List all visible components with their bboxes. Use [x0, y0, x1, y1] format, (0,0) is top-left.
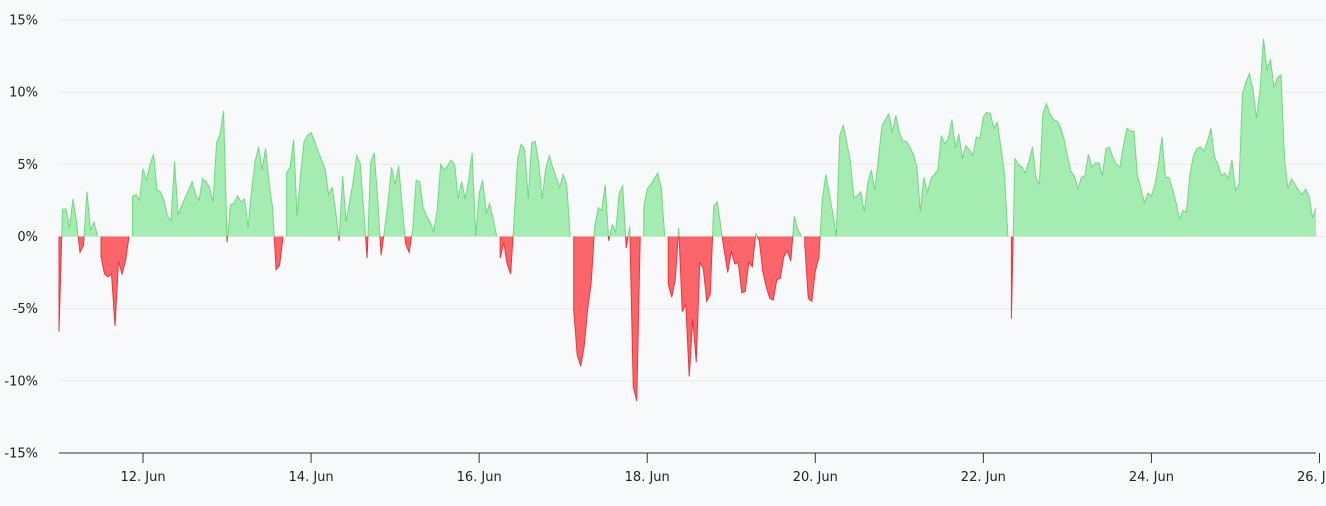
negative-line	[1010, 236, 1014, 319]
positive-line	[83, 191, 99, 237]
positive-line	[411, 152, 498, 237]
negative-line	[100, 236, 130, 327]
negative-line	[607, 236, 611, 241]
negative-line	[404, 236, 413, 255]
negative-area	[804, 236, 821, 302]
positive-area	[132, 110, 227, 237]
negative-area	[404, 236, 412, 253]
positive-area	[367, 152, 380, 237]
y-tick-label: -10%	[4, 374, 38, 389]
negative-line	[625, 236, 629, 249]
negative-line	[338, 236, 340, 241]
y-tick-label: -5%	[13, 302, 38, 317]
positive-area	[383, 165, 405, 237]
axis-layer: 15% 10% 5% 0% -5% -10% -15% 12. Jun 14. Jun 16. J…	[4, 14, 1326, 486]
positive-line	[754, 231, 758, 237]
negative-line	[573, 236, 595, 367]
positive-area	[820, 112, 1008, 237]
positive-line	[627, 226, 631, 237]
positive-line	[643, 171, 666, 237]
y-tick-label: 15%	[9, 14, 38, 29]
x-tick-label: 14. Jun	[289, 470, 334, 485]
positive-line	[512, 140, 571, 237]
x-tick-label: 18. Jun	[625, 470, 670, 485]
negative-line	[629, 236, 641, 402]
positive-area	[339, 155, 366, 237]
positive-area	[286, 132, 339, 237]
x-tick-label: 12. Jun	[120, 470, 165, 485]
y-tick-label: 10%	[9, 86, 38, 101]
y-tick-label: 5%	[17, 158, 38, 173]
positive-line	[677, 227, 680, 237]
negative-line	[667, 236, 679, 298]
negative-line	[804, 236, 821, 303]
negative-line	[721, 236, 756, 294]
positive-line	[367, 152, 381, 237]
positive-area	[643, 172, 665, 237]
y-tick-label: 0%	[17, 230, 38, 245]
negative-line	[77, 236, 85, 255]
positive-area	[513, 141, 571, 237]
x-tick-label: 26. Jun	[1297, 470, 1326, 485]
positive-line	[227, 146, 275, 237]
y-tick-label: -15%	[4, 447, 38, 462]
negative-line	[365, 236, 369, 259]
positive-area	[411, 152, 497, 237]
negative-area	[679, 236, 713, 377]
x-tick-label: 16. Jun	[457, 470, 502, 485]
negative-line	[273, 236, 284, 272]
negative-area	[629, 236, 641, 402]
positive-area	[1013, 38, 1316, 237]
positive-line	[383, 165, 406, 237]
negative-line	[678, 236, 714, 377]
positive-line	[61, 198, 79, 237]
negative-line	[58, 236, 63, 332]
positive-line	[609, 184, 627, 237]
negative-area	[573, 236, 595, 367]
positive-line	[593, 184, 609, 237]
positive-line	[132, 110, 228, 237]
positive-line	[286, 131, 340, 237]
x-tick-label: 20. Jun	[793, 470, 838, 485]
negative-line	[226, 236, 229, 243]
positive-line	[819, 111, 1009, 237]
negative-area	[668, 236, 679, 298]
negative-area	[101, 236, 130, 326]
positive-area	[84, 191, 98, 237]
positive-line	[1012, 38, 1317, 237]
negative-area	[500, 236, 514, 275]
positive-line	[338, 153, 367, 237]
negative-line	[756, 236, 794, 301]
negative-area	[274, 236, 284, 270]
area-layer	[58, 38, 1317, 402]
positive-line	[712, 200, 723, 237]
x-tick-label: 22. Jun	[961, 470, 1006, 485]
positive-area	[712, 201, 723, 237]
x-tick-label: 24. Jun	[1129, 470, 1174, 485]
positive-line	[792, 216, 802, 237]
negative-line	[499, 236, 514, 275]
negative-line	[379, 236, 385, 256]
